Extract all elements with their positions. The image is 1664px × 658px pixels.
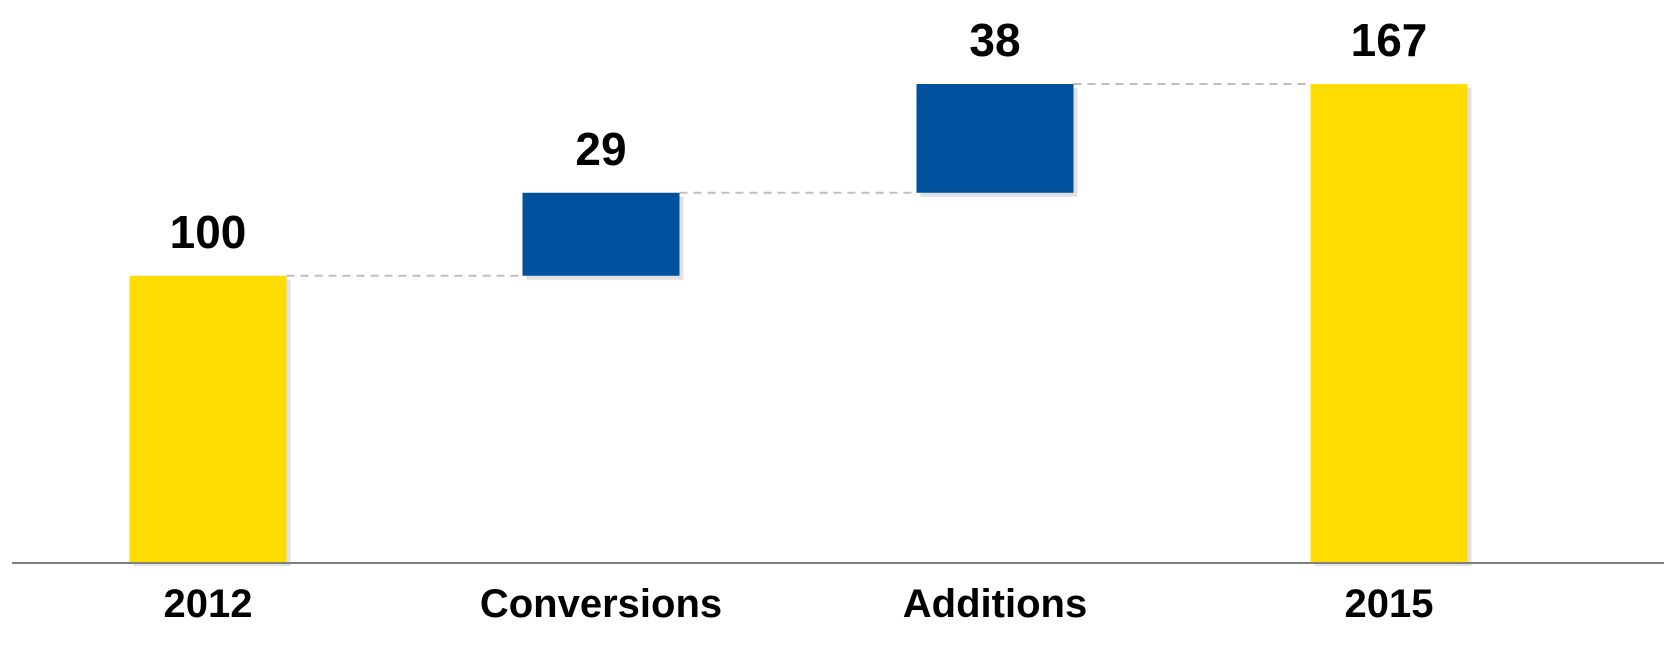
- category-label: Additions: [903, 582, 1087, 626]
- category-label: 2015: [1345, 582, 1434, 626]
- value-label: 167: [1351, 14, 1428, 66]
- connector-lines: [286, 83, 1311, 277]
- value-label: 38: [969, 14, 1020, 66]
- bar-2012: [129, 275, 287, 562]
- category-labels-group: 2012 Conversions Additions 2015: [164, 582, 1434, 626]
- category-label: 2012: [164, 582, 253, 626]
- value-label: 29: [575, 123, 626, 175]
- bars-group: [129, 84, 1472, 566]
- bar-additions: [916, 84, 1074, 193]
- value-label: 100: [170, 206, 247, 258]
- bar-conversions: [522, 192, 680, 276]
- value-labels-group: 100 29 38 167: [170, 14, 1428, 258]
- bar-2015: [1310, 84, 1468, 562]
- category-label: Conversions: [480, 582, 722, 626]
